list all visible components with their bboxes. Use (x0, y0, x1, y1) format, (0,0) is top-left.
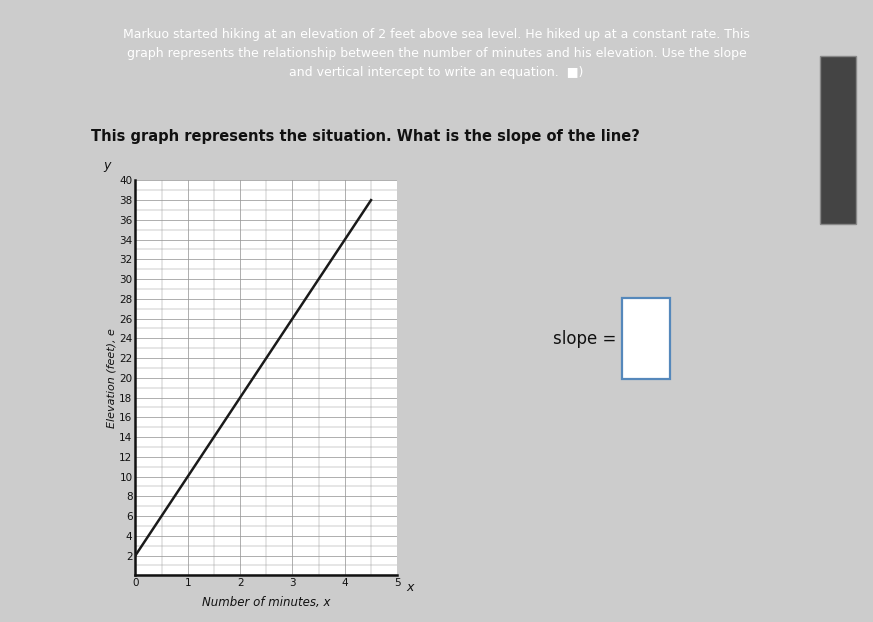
Text: slope =: slope = (553, 330, 616, 348)
Text: x: x (407, 581, 414, 594)
FancyBboxPatch shape (820, 56, 856, 224)
Text: Markuo started hiking at an elevation of 2 feet above sea level. He hiked up at : Markuo started hiking at an elevation of… (123, 28, 750, 79)
Text: This graph represents the situation. What is the slope of the line?: This graph represents the situation. Wha… (91, 129, 640, 144)
Text: y: y (103, 159, 110, 172)
FancyBboxPatch shape (622, 298, 670, 379)
Y-axis label: Elevation (feet), e: Elevation (feet), e (107, 328, 116, 428)
X-axis label: Number of minutes, x: Number of minutes, x (202, 596, 331, 610)
